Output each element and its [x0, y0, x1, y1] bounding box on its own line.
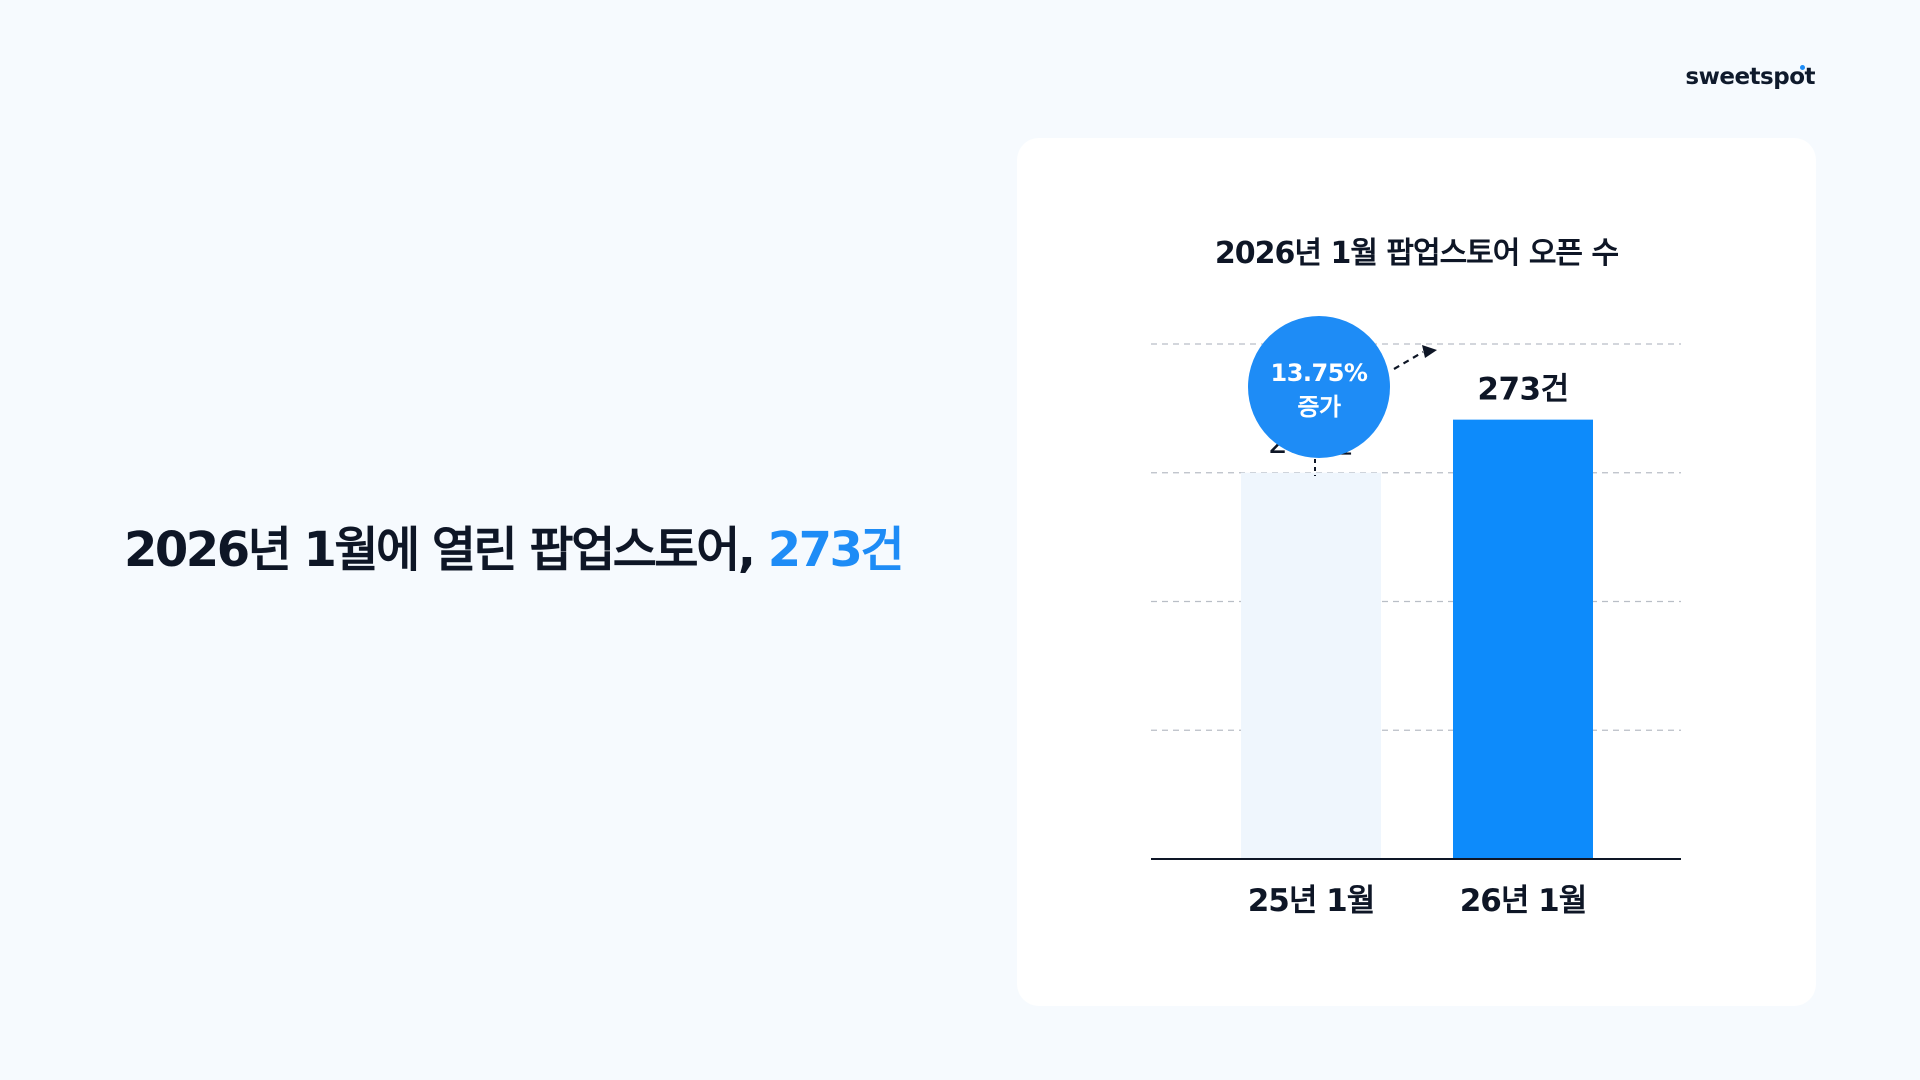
value-label-2: 273건 — [1477, 372, 1568, 408]
callout-percent: 13.75% — [1271, 359, 1368, 387]
x-tick-label-2: 26년 1월 — [1460, 883, 1587, 919]
brand-logo: sweetspot — [1685, 64, 1815, 90]
headline-prefix: 2026년 1월에 열린 팝업스토어, — [124, 522, 756, 578]
logo-dot-icon — [1800, 65, 1805, 70]
headline: 2026년 1월에 열린 팝업스토어, 273건 — [124, 510, 905, 580]
bar-1 — [1241, 472, 1381, 859]
bar-2 — [1453, 419, 1593, 859]
callout-bubble — [1248, 316, 1390, 458]
brand-logo-text: sweetspot — [1685, 64, 1815, 90]
chart-title: 2026년 1월 팝업스토어 오픈 수 — [1214, 236, 1619, 271]
arrow-head-icon — [1422, 345, 1437, 358]
callout-label: 증가 — [1297, 393, 1341, 421]
headline-highlight: 273건 — [767, 522, 905, 578]
callout-arrow-line — [1393, 351, 1424, 370]
x-tick-label-1: 25년 1월 — [1248, 883, 1375, 919]
